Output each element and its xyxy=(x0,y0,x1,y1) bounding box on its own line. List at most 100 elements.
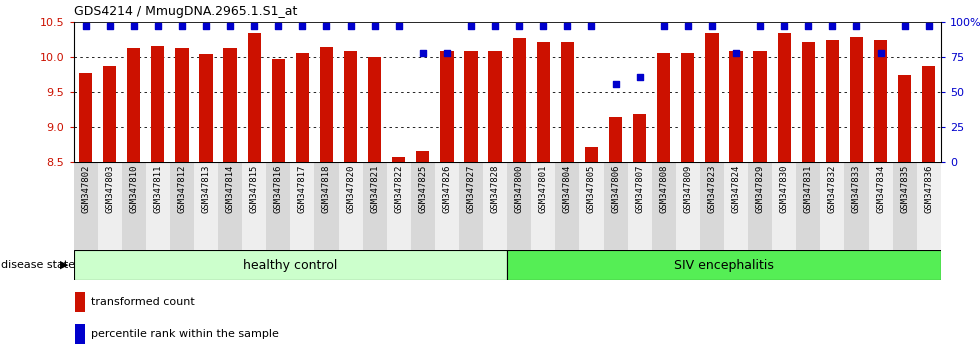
Point xyxy=(367,23,382,29)
Point xyxy=(198,23,214,29)
Text: GSM347831: GSM347831 xyxy=(804,165,812,213)
Bar xyxy=(267,162,290,250)
Bar xyxy=(75,292,85,312)
Bar xyxy=(75,324,85,344)
Text: SIV encephalitis: SIV encephalitis xyxy=(674,258,774,272)
Text: ▶: ▶ xyxy=(60,260,69,270)
Text: GSM347836: GSM347836 xyxy=(924,165,933,213)
Bar xyxy=(604,162,627,250)
Bar xyxy=(700,162,724,250)
Bar xyxy=(296,53,309,162)
Bar xyxy=(392,157,406,162)
Bar xyxy=(874,40,887,162)
Bar xyxy=(652,162,676,250)
Point xyxy=(656,23,671,29)
Bar xyxy=(459,162,483,250)
Point xyxy=(753,23,768,29)
Bar xyxy=(387,162,411,250)
Point xyxy=(439,50,455,56)
Bar xyxy=(74,250,508,280)
Bar xyxy=(483,162,508,250)
Bar xyxy=(218,162,242,250)
Bar xyxy=(368,57,381,162)
Bar xyxy=(175,48,188,162)
Text: GSM347802: GSM347802 xyxy=(81,165,90,213)
Bar xyxy=(754,51,766,162)
Text: GSM347834: GSM347834 xyxy=(876,165,885,213)
Bar xyxy=(609,117,622,162)
Text: transformed count: transformed count xyxy=(91,297,195,307)
Text: GSM347818: GSM347818 xyxy=(322,165,331,213)
Point xyxy=(704,23,719,29)
Text: GSM347812: GSM347812 xyxy=(177,165,186,213)
Bar xyxy=(488,51,502,162)
Point xyxy=(246,23,262,29)
Bar xyxy=(916,162,941,250)
Point xyxy=(125,23,141,29)
Bar xyxy=(561,42,574,162)
Point xyxy=(632,74,648,79)
Point xyxy=(77,23,93,29)
Bar xyxy=(556,162,579,250)
Point xyxy=(921,23,937,29)
Bar xyxy=(416,152,429,162)
Bar xyxy=(893,162,916,250)
Bar xyxy=(151,46,165,162)
Point xyxy=(584,23,600,29)
Bar xyxy=(271,59,285,162)
Point xyxy=(174,23,190,29)
Bar xyxy=(74,162,98,250)
Point xyxy=(776,23,792,29)
Bar xyxy=(585,147,598,162)
Bar xyxy=(98,162,122,250)
Text: GSM347822: GSM347822 xyxy=(394,165,403,213)
Bar xyxy=(508,162,531,250)
Point xyxy=(680,23,696,29)
Point xyxy=(728,50,744,56)
Bar xyxy=(363,162,387,250)
Text: GSM347820: GSM347820 xyxy=(346,165,355,213)
Text: GSM347808: GSM347808 xyxy=(660,165,668,213)
Point xyxy=(343,23,359,29)
Text: GSM347815: GSM347815 xyxy=(250,165,259,213)
Bar xyxy=(850,38,863,162)
Bar xyxy=(170,162,194,250)
Bar xyxy=(338,162,363,250)
Point xyxy=(222,23,238,29)
Bar xyxy=(315,162,338,250)
Bar xyxy=(658,53,670,162)
Bar xyxy=(411,162,435,250)
Bar xyxy=(627,162,652,250)
Text: GSM347832: GSM347832 xyxy=(828,165,837,213)
Bar xyxy=(729,51,743,162)
Text: GSM347809: GSM347809 xyxy=(683,165,692,213)
Bar xyxy=(194,162,218,250)
Bar xyxy=(772,162,796,250)
Point xyxy=(318,23,334,29)
Text: GSM347814: GSM347814 xyxy=(225,165,234,213)
Bar xyxy=(513,38,526,162)
Bar xyxy=(248,33,261,162)
Bar xyxy=(724,162,748,250)
Bar xyxy=(796,162,820,250)
Bar xyxy=(531,162,556,250)
Text: GSM347817: GSM347817 xyxy=(298,165,307,213)
Point xyxy=(270,23,286,29)
Bar xyxy=(633,114,646,162)
Point xyxy=(464,23,479,29)
Text: GSM347830: GSM347830 xyxy=(780,165,789,213)
Bar xyxy=(802,42,815,162)
Point xyxy=(150,23,166,29)
Bar xyxy=(146,162,170,250)
Bar xyxy=(922,66,935,162)
Text: GSM347828: GSM347828 xyxy=(491,165,500,213)
Bar xyxy=(79,73,92,162)
Bar xyxy=(826,40,839,162)
Point xyxy=(801,23,816,29)
Point xyxy=(824,23,840,29)
Bar xyxy=(777,33,791,162)
Point xyxy=(897,23,912,29)
Point xyxy=(391,23,407,29)
Bar xyxy=(898,74,911,162)
Text: disease state: disease state xyxy=(1,260,75,270)
